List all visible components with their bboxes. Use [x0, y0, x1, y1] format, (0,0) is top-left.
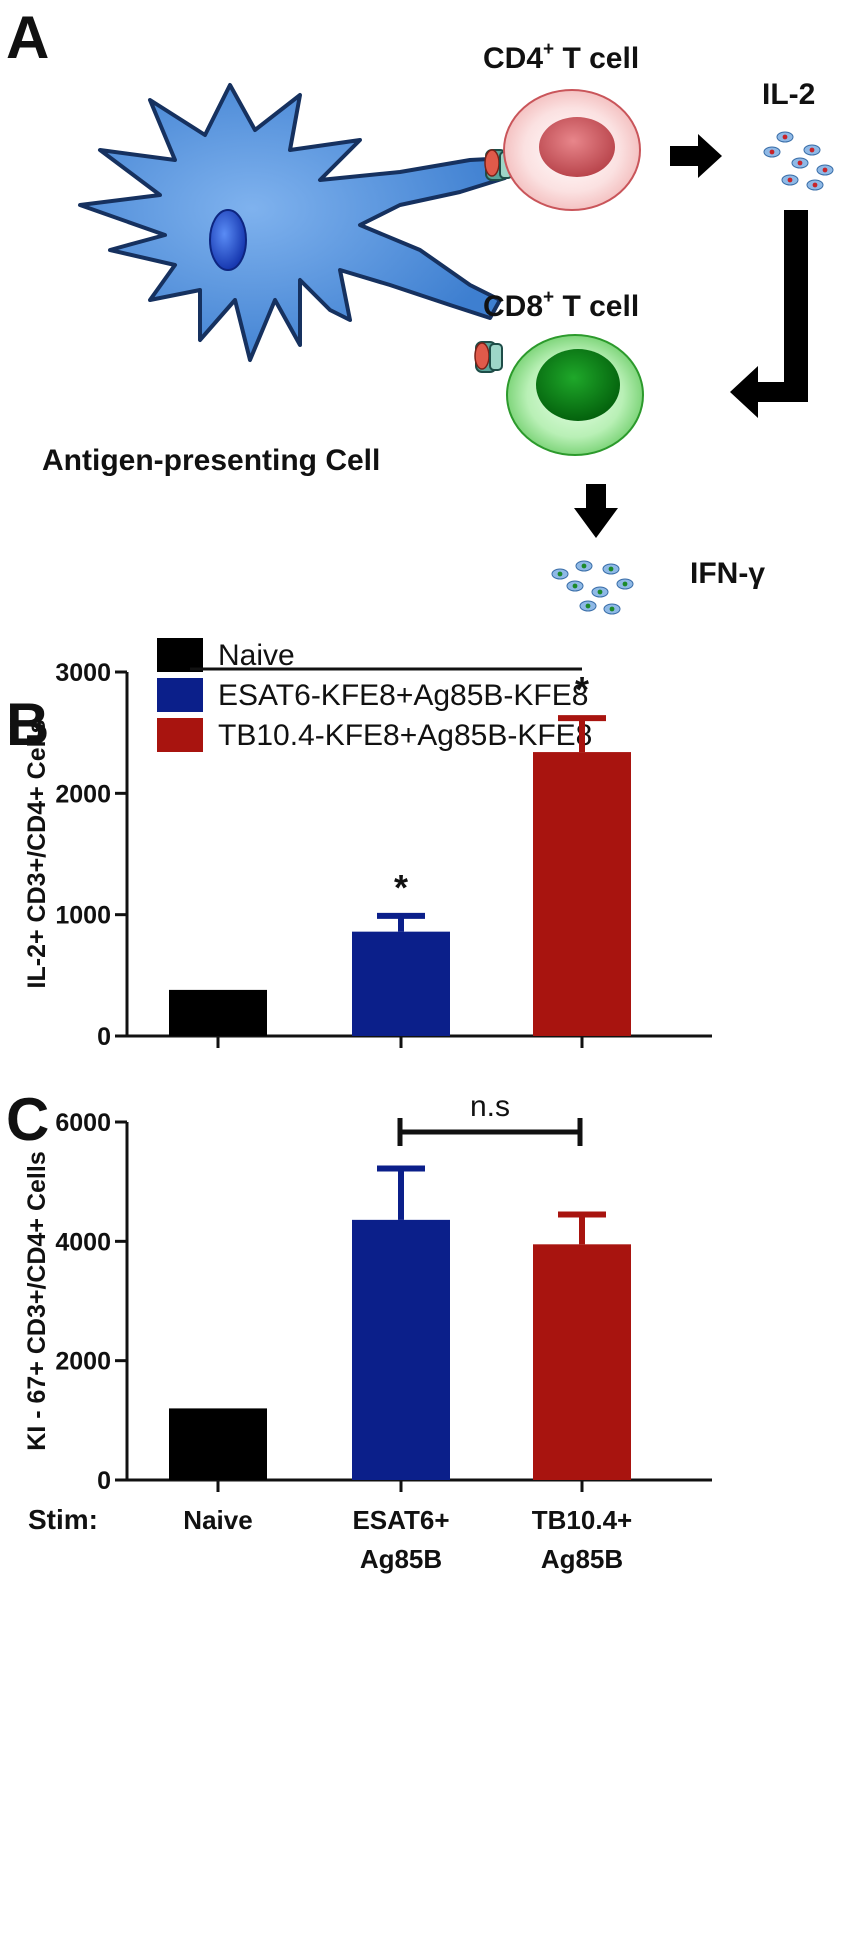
y-tick-label-1: 2000	[55, 1348, 111, 1376]
chart-b: BIL-2+ CD3+/CD4+ Cells 0 1000 2000 3000 * *	[6, 659, 712, 1051]
legend-swatch-0	[157, 638, 203, 672]
bar-c-0	[169, 1408, 267, 1480]
y-tick-label-0: 0	[97, 1467, 111, 1495]
arrow-down-icon	[574, 484, 618, 538]
x-label-2-line1: TB10.4+	[532, 1505, 632, 1535]
cd8-t-cell	[506, 334, 644, 456]
stim-label: Stim:	[28, 1504, 98, 1535]
y-axis-label-c: KI - 67+ CD3+/CD4+ Cells	[23, 1151, 51, 1450]
x-label-1-line2: Ag85B	[360, 1544, 442, 1574]
cd4-label: CD4+ T cell	[483, 39, 639, 75]
il2-label: IL-2	[762, 78, 815, 111]
il2-dots	[763, 131, 834, 191]
y-tick-label-1: 1000	[55, 902, 111, 930]
legend-label-0: Naive	[218, 639, 295, 672]
x-label-1-line1: ESAT6+	[352, 1505, 449, 1535]
apc-label: Antigen-presenting Cell	[42, 444, 380, 477]
significance-marker-2: *	[575, 669, 589, 710]
ifn-dots	[551, 560, 634, 615]
y-tick-label-3: 6000	[55, 1109, 111, 1137]
x-axis-labels: Stim: Naive ESAT6+ Ag85B TB10.4+ Ag85B	[28, 1504, 632, 1574]
ns-label: n.s	[470, 1090, 510, 1123]
legend-label-2: TB10.4-KFE8+Ag85B-KFE8	[218, 719, 592, 752]
cd8-label: CD8+ T cell	[483, 287, 639, 323]
significance-marker-1: *	[394, 867, 408, 908]
bar-b-1	[352, 931, 450, 1036]
panel-b-label: B	[6, 691, 49, 758]
legend-label-1: ESAT6-KFE8+Ag85B-KFE8	[218, 679, 588, 712]
panel-a-label: A	[6, 4, 49, 71]
synapse-cd8	[474, 341, 503, 373]
panel-a: A CD4+ T cell CD8+ T cell IL-2	[6, 4, 834, 615]
arrow-right-icon	[670, 134, 722, 178]
bar-b-2	[533, 752, 631, 1036]
panel-c-label: C	[6, 1086, 49, 1153]
ifn-gamma-label: IFN-γ	[690, 557, 765, 590]
legend: Naive ESAT6-KFE8+Ag85B-KFE8 TB10.4-KFE8+Ag…	[157, 638, 592, 752]
bar-b-0	[169, 989, 267, 1036]
legend-swatch-1	[157, 678, 203, 712]
apc-cell-illustration	[78, 83, 512, 362]
bar-c-2	[533, 1244, 631, 1480]
chart-c: CKI - 67+ CD3+/CD4+ Cells 0 2000 4000 6000 n.…	[6, 1086, 712, 1495]
y-tick-label-0: 0	[97, 1023, 111, 1051]
y-tick-label-2: 4000	[55, 1228, 111, 1256]
y-tick-label-2: 2000	[55, 780, 111, 808]
y-tick-label-3: 3000	[55, 659, 111, 687]
x-label-0-line1: Naive	[183, 1505, 252, 1535]
apc-nucleus	[209, 209, 247, 271]
x-label-2-line2: Ag85B	[541, 1544, 623, 1574]
bar-c-1	[352, 1219, 450, 1480]
cd4-t-cell	[503, 89, 641, 211]
legend-swatch-2	[157, 718, 203, 752]
elbow-arrow-icon	[730, 210, 808, 418]
y-axis-label-b: IL-2+ CD3+/CD4+ Cells	[23, 720, 51, 989]
